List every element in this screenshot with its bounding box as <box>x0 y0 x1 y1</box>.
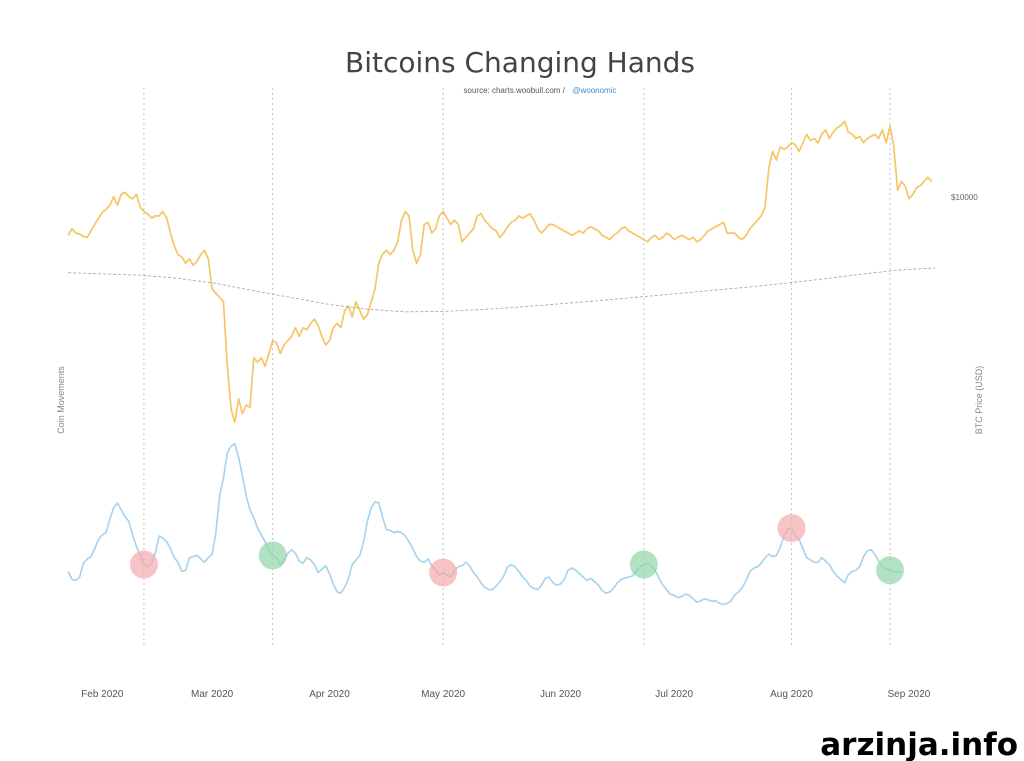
x-tick-label-0: Feb 2020 <box>81 689 124 700</box>
peak-marker-red-0 <box>129 550 158 579</box>
series-layer <box>67 120 936 606</box>
peak-marker-green-1 <box>258 541 287 570</box>
peak-marker-red-4 <box>777 514 806 543</box>
marker-gridlines <box>143 88 891 648</box>
peak-marker-green-5 <box>875 556 904 585</box>
left-axis-label: Coin Movements <box>56 366 66 434</box>
x-tick-label-5: Jul 2020 <box>655 689 693 700</box>
x-tick-label-6: Aug 2020 <box>770 689 813 700</box>
x-axis-ticks: Feb 2020 Mar 2020 Apr 2020 May 2020 Jun 2020… <box>81 689 931 700</box>
subtitle-source: source: charts.woobull.com / <box>464 86 566 95</box>
peak-marker-red-2 <box>429 558 458 587</box>
watermark-text: arzinja.info <box>820 727 1018 761</box>
price-average-line <box>68 267 936 313</box>
price-tick-label: $10000 <box>951 193 978 202</box>
coin-movements-line <box>67 442 902 606</box>
x-tick-label-3: May 2020 <box>421 689 465 700</box>
subtitle-handle-link[interactable]: @woonomic <box>572 86 616 95</box>
x-tick-label-4: Jun 2020 <box>540 689 582 700</box>
x-tick-label-1: Mar 2020 <box>191 689 234 700</box>
chart-title: Bitcoins Changing Hands <box>345 46 695 79</box>
right-axis-label: BTC Price (USD) <box>974 366 984 435</box>
peak-marker-green-3 <box>629 550 658 579</box>
x-tick-label-7: Sep 2020 <box>888 689 931 700</box>
price-line <box>67 120 933 424</box>
x-tick-label-2: Apr 2020 <box>309 689 350 700</box>
peak-markers <box>129 514 904 587</box>
chart-subtitle: source: charts.woobull.com / @woonomic <box>464 80 617 97</box>
